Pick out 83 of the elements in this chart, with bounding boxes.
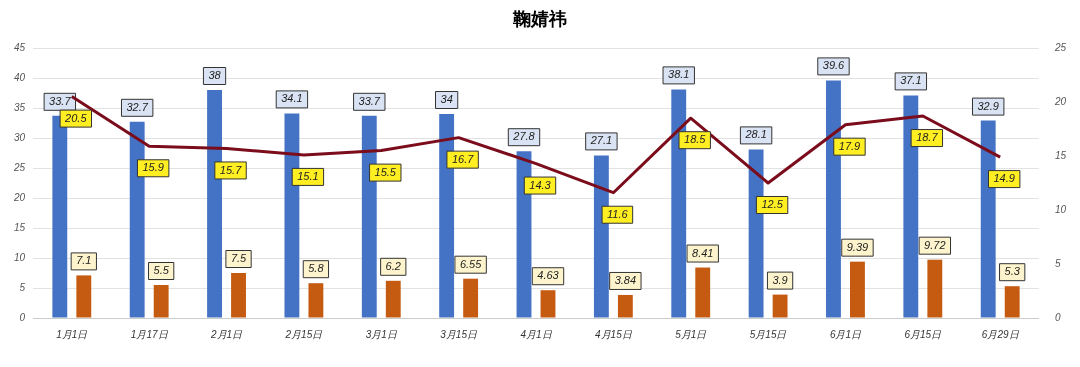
bar [695,267,711,318]
bar [385,280,401,318]
bar [231,273,246,318]
bar [772,294,788,318]
x-tick-label: 4月15日 [595,328,633,340]
data-label: 33.7 [49,94,72,107]
data-label: 11.6 [607,207,629,220]
data-label: 34 [440,93,453,106]
bar [153,285,169,318]
data-label: 17.9 [838,139,861,152]
y-tick-label: 15 [14,221,26,233]
bar [308,283,324,318]
data-label: 4.63 [537,269,560,282]
data-label: 18.7 [916,131,939,144]
bar [617,294,633,318]
data-label: 9.72 [924,238,946,251]
data-label: 6.55 [459,257,483,270]
y2-tick-label: 0 [1054,311,1061,323]
y-tick-label: 20 [13,191,26,203]
data-label: 7.1 [76,254,92,267]
chart-title: 鞠婧祎 [512,7,568,31]
bar [540,290,556,318]
data-label: 38 [208,69,222,82]
x-tick-label: 2月1日 [209,328,244,340]
data-label: 20.5 [64,111,88,124]
bar [850,261,865,318]
data-label: 15.9 [142,161,164,174]
data-label: 12.5 [761,198,784,211]
data-label: 28.1 [744,128,767,141]
y-tick-label: 40 [14,71,26,83]
y-tick-label: 0 [19,311,26,323]
bar [76,275,92,318]
data-label: 34.1 [281,92,303,105]
bar [463,278,479,318]
y2-tick-label: 25 [1053,41,1067,53]
y-tick-label: 35 [14,101,26,113]
y-tick-label: 5 [19,281,26,293]
y-tick-label: 30 [14,131,26,143]
data-label: 9.39 [846,240,869,253]
y2-tick-label: 20 [1053,95,1067,107]
data-label: 6.2 [385,259,401,272]
x-tick-label: 1月1日 [56,328,89,340]
data-label: 16.7 [451,152,475,165]
data-label: 14.3 [529,178,552,191]
data-label: 38.1 [668,68,690,81]
data-label: 3.9 [772,273,788,286]
data-label: 5.8 [308,262,325,275]
y2-tick-label: 10 [1054,203,1067,215]
x-tick-label: 3月15日 [440,328,478,340]
data-label: 39.6 [822,59,846,72]
bar [927,259,943,318]
data-label: 5.3 [1004,265,1021,278]
bar [1004,286,1020,318]
x-tick-label: 5月15日 [749,328,788,340]
data-label: 3.84 [614,274,637,287]
x-tick-label: 1月17日 [130,328,169,340]
data-label: 27.8 [512,130,536,143]
y-tick-label: 45 [14,41,26,53]
x-tick-label: 6月15日 [904,328,943,340]
y2-tick-label: 15 [1054,149,1067,161]
x-tick-label: 2月15日 [284,328,324,340]
y2-tick-label: 5 [1054,257,1061,269]
data-label: 14.9 [993,172,1015,185]
data-label: 8.41 [692,246,714,259]
data-label: 33.7 [358,94,381,107]
x-tick-label: 6月1日 [829,328,863,340]
x-tick-label: 6月29日 [981,328,1020,340]
bar [593,155,609,318]
data-label: 32.7 [126,100,149,113]
x-tick-label: 4月1日 [520,328,553,340]
data-label: 15.1 [297,169,319,182]
y-tick-label: 10 [14,251,26,263]
y-tick-label: 25 [13,161,26,173]
data-label: 15.5 [374,165,397,178]
data-label: 27.1 [589,134,613,147]
data-label: 32.9 [977,99,999,112]
data-label: 5.5 [153,264,170,277]
x-tick-label: 3月1日 [365,328,398,340]
data-label: 15.7 [219,163,243,176]
data-label: 37.1 [900,74,922,87]
data-label: 7.5 [230,252,248,265]
x-tick-label: 5月1日 [675,328,708,340]
data-label: 18.5 [684,133,707,146]
